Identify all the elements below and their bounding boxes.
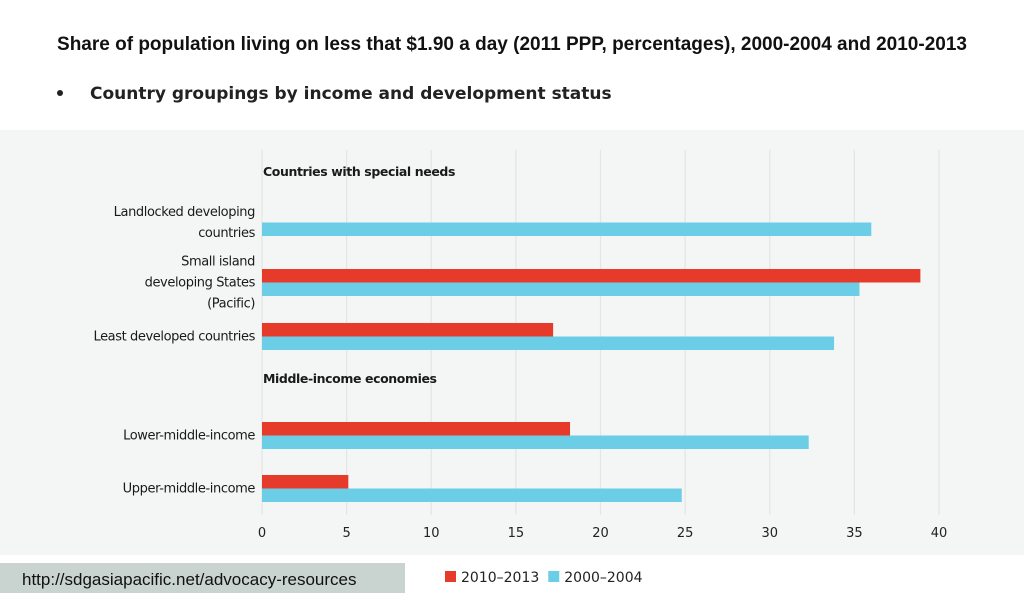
category-label: Least developed countries <box>93 330 255 345</box>
x-tick-label: 0 <box>258 526 266 541</box>
x-tick-label: 40 <box>931 526 948 541</box>
legend-label: 2000–2004 <box>564 570 642 586</box>
category-label: Small island <box>181 255 255 270</box>
bar-2000-2004 <box>262 435 809 449</box>
bar-2010-2013 <box>262 269 921 283</box>
x-tick-label: 30 <box>761 526 778 541</box>
footer-url[interactable]: http://sdgasiapacific.net/advocacy-resou… <box>22 570 357 589</box>
category-label: countries <box>198 226 255 241</box>
legend-swatch <box>445 571 456 582</box>
bar-2010-2013 <box>262 422 571 436</box>
category-label: Upper-middle-income <box>123 482 256 497</box>
x-tick-label: 15 <box>508 526 525 541</box>
bar-2000-2004 <box>262 488 682 502</box>
x-tick-label: 35 <box>846 526 863 541</box>
x-tick-label: 25 <box>677 526 694 541</box>
bar-2010-2013 <box>262 323 554 337</box>
category-label: Landlocked developing <box>114 205 255 220</box>
group-header: Countries with special needs <box>263 164 455 179</box>
footer-url-box <box>0 563 405 593</box>
bar-2000-2004 <box>262 222 872 236</box>
chart-subtitle: Country groupings by income and developm… <box>90 84 612 104</box>
category-label: developing States <box>145 276 256 291</box>
chart-title: Share of population living on less that … <box>57 34 967 55</box>
bar-2000-2004 <box>262 282 860 296</box>
legend-swatch <box>548 571 560 582</box>
group-header: Middle-income economies <box>263 371 437 386</box>
x-tick-label: 5 <box>342 526 350 541</box>
x-tick-label: 10 <box>423 526 440 541</box>
category-label: Lower-middle-income <box>123 429 255 444</box>
x-tick-label: 20 <box>592 526 609 541</box>
category-label: (Pacific) <box>207 297 255 312</box>
bar-2000-2004 <box>262 336 835 350</box>
bar-2010-2013 <box>262 475 349 489</box>
bullet-icon <box>57 90 63 96</box>
legend-label: 2010–2013 <box>461 570 539 586</box>
